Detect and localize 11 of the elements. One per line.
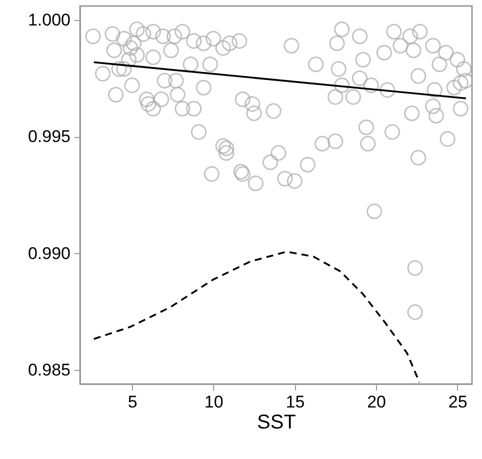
y-tick-label: 0.985 xyxy=(28,360,70,380)
y-tick-label: 0.995 xyxy=(28,127,70,146)
y-tick-label: 1.000 xyxy=(28,10,70,30)
x-tick-label: 20 xyxy=(367,392,386,412)
y-tick-label: 0.990 xyxy=(28,244,70,263)
x-tick-label: 10 xyxy=(204,392,224,412)
x-tick-label: 5 xyxy=(128,392,138,412)
x-axis-title: SST xyxy=(257,412,296,434)
line-series xyxy=(92,250,420,384)
x-tick-label: 25 xyxy=(448,392,468,412)
x-tick-label: 15 xyxy=(286,392,305,412)
